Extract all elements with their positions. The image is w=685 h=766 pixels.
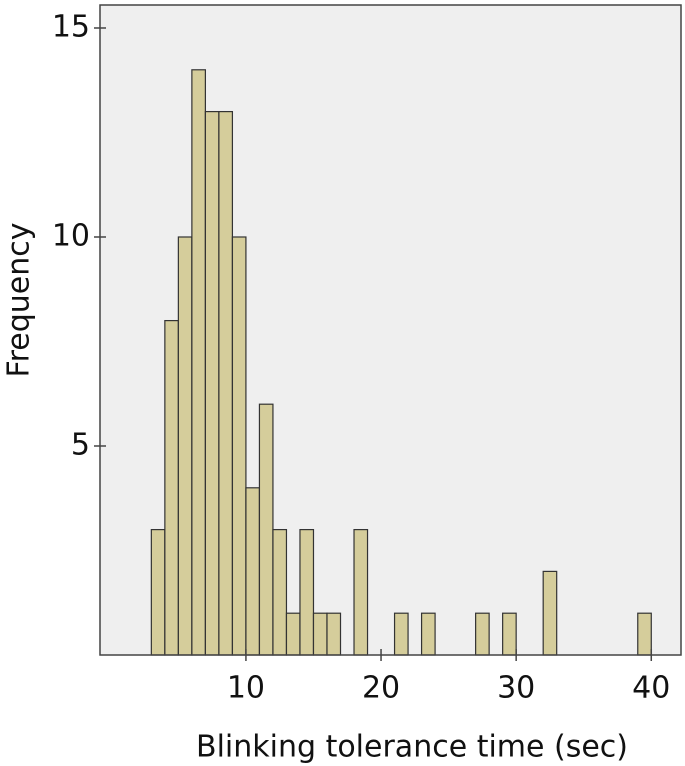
bar [475, 612, 490, 656]
bar [299, 528, 315, 656]
x-axis-title: Blinking tolerance time (sec) [196, 730, 628, 765]
bar [312, 612, 328, 656]
y-tick-label: 15 [52, 9, 90, 44]
y-tick-label: 10 [52, 218, 90, 253]
y-tick-label: 5 [71, 427, 90, 462]
x-tick-label: 40 [632, 671, 670, 706]
bar [393, 612, 409, 656]
bar [326, 612, 342, 656]
bar [218, 110, 234, 656]
bar [164, 319, 179, 656]
bar [420, 612, 436, 656]
marks [150, 69, 652, 656]
plot-frame [99, 4, 682, 656]
bar [285, 612, 301, 656]
bar [353, 528, 369, 656]
bar [204, 110, 220, 656]
bar [272, 528, 288, 656]
bar [191, 69, 206, 656]
bar [245, 487, 261, 656]
bar [502, 612, 517, 656]
x-tick-label: 20 [362, 671, 400, 706]
bar [150, 528, 166, 656]
bar [637, 612, 652, 656]
bar [542, 570, 558, 656]
bar [258, 403, 274, 656]
y-axis-title: Frequency [2, 223, 37, 378]
bar [231, 236, 247, 656]
x-tick-label: 10 [227, 671, 265, 706]
x-tick-label: 30 [497, 671, 535, 706]
bar [177, 236, 193, 656]
